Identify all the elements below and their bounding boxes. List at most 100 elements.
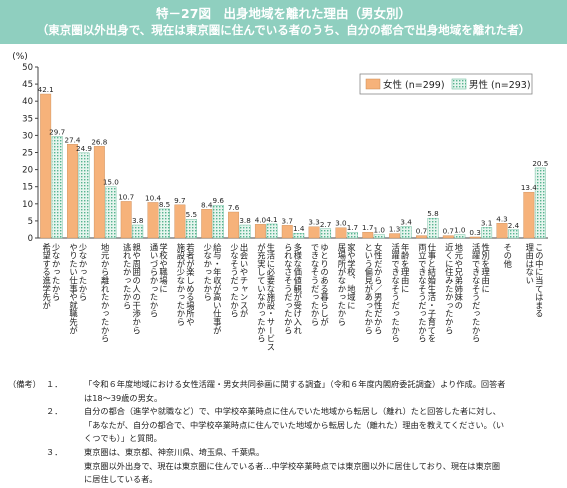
data-label-female: 1.3 [389, 225, 400, 234]
x-tick-label: 給与・年収が高い仕事が [212, 242, 222, 334]
bar-female [120, 201, 132, 239]
data-label-male: 9.6 [213, 196, 225, 205]
legend-label-female: 女性 (n=299) [383, 79, 445, 91]
bar-chart: (%) 0 5 10 15 20 25 30 35 40 45 50 女性 (n=299) 男性 (n=2… [12, 52, 548, 351]
note-1: （備考） １． 「令和６年度地域における女性活躍・男女共同参画に関する調査」（令… [8, 378, 560, 392]
note-number: ２． [46, 406, 63, 417]
data-label-female: 1.7 [362, 223, 373, 232]
x-tick-label: その他 [503, 243, 513, 269]
bar-female [416, 235, 427, 239]
x-tick-label: 生活に必要な施設・サービス [266, 242, 276, 351]
x-tick-label: 少なかったから [51, 243, 61, 301]
y-tick-label: 25 [22, 149, 33, 159]
bar-female [308, 226, 320, 239]
data-label-female: 3.7 [282, 216, 293, 225]
data-label-female: 4.3 [496, 214, 507, 223]
x-tick-label: 地元や兄弟姉妹の [454, 242, 464, 309]
data-label-male: 29.7 [49, 127, 65, 136]
note-number: ３． [46, 446, 63, 457]
bar-male [454, 234, 466, 239]
bar-male [400, 226, 412, 239]
bar-male [78, 152, 90, 239]
x-tick-label: 家や学校、地域に [346, 242, 356, 309]
note-text: は18～39歳の男女。 [84, 392, 163, 403]
bar-male [373, 234, 385, 239]
bar-female [228, 211, 240, 239]
data-label-female: 10.4 [145, 193, 161, 202]
bar-male [508, 229, 519, 239]
data-label-male: 1.0 [454, 226, 466, 235]
x-tick-label: 多様な価値観が受け入れ [293, 242, 303, 334]
data-label-male: 1.0 [374, 226, 386, 235]
bar-male [239, 224, 251, 239]
note-text: 東京圏は、東京都、神奈川県、埼玉県、千葉県。 [84, 446, 265, 457]
data-label-female: 0.3 [469, 228, 480, 237]
x-tick-label: やりたい仕事や就職先が [69, 243, 79, 334]
data-label-male: 2.4 [508, 221, 520, 230]
bar-female [67, 144, 78, 239]
data-label-female: 3.3 [308, 218, 319, 227]
bar-female [389, 233, 401, 239]
data-label-female: 7.6 [228, 203, 240, 212]
bar-female [469, 236, 481, 239]
data-label-male: 2.7 [320, 220, 331, 229]
note-2-continued: 「あなたが、自分の都合で、中学校卒業時点に住んでいた地域から転居した（離れた）理… [8, 419, 560, 433]
x-tick-label: 希望する進学先が [42, 242, 52, 309]
x-tick-label: という偏見があったから [364, 243, 374, 334]
bar-male [51, 136, 63, 239]
y-tick-label: 30 [22, 131, 33, 141]
note-number: １． [46, 379, 63, 389]
x-tick-label: 仕事と結婚生活・子育てを [427, 242, 437, 342]
bar-female [523, 191, 535, 239]
note-text: 自分の都合（進学や就職など）で、中学校卒業時点に住んでいた地域から転居し（離れ）… [84, 406, 501, 417]
x-tick-label: 若者が楽しめる場所や [185, 242, 195, 326]
x-tick-label: 居場所がなかったから [337, 243, 347, 326]
bar-female [93, 146, 105, 239]
y-tick-label: 10 [22, 200, 33, 210]
data-label-male: 24.9 [76, 144, 92, 153]
plot-area: (%) 0 5 10 15 20 25 30 35 40 45 50 女性 (n=299) 男性 (n=2… [12, 52, 548, 351]
y-tick-label: 5 [28, 217, 33, 227]
data-label-female: 9.7 [174, 196, 185, 205]
x-tick-label: 通いづらかったから [149, 242, 159, 317]
note-text: 「令和６年度地域における女性活躍・男女共同参画に関する調査」（令和６年度内閣府委… [84, 379, 506, 389]
y-tick-label: 40 [22, 97, 33, 107]
data-label-female: 3.0 [335, 219, 347, 228]
data-label-female: 4.0 [255, 215, 267, 224]
chart-title: 特－27図 出身地域を離れた理由（男女別） [156, 6, 411, 21]
note-3: ３． 東京圏は、東京都、神奈川県、埼玉県、千葉県。 [8, 446, 560, 460]
x-tick-label: 両立できなそうだったから [417, 243, 427, 343]
figure-header: 特－27図 出身地域を離れた理由（男女別） （東京圏以外出身で、現在は東京圏に住… [0, 0, 567, 44]
note-3-continued: に居住している者。 [8, 473, 560, 487]
data-label-male: 1.4 [293, 224, 305, 233]
note-2: ２． 自分の都合（進学や就職など）で、中学校卒業時点に住んでいた地域から転居し（… [8, 405, 560, 419]
y-tick-label: 20 [22, 166, 33, 176]
x-tick-label: 学校や職場に [159, 242, 169, 293]
bar-male [266, 223, 278, 239]
x-tick-label: 少なかったから [203, 243, 213, 301]
data-label-male: 3.4 [400, 217, 412, 226]
note-1-continued: は18～39歳の男女。 [8, 392, 560, 406]
bar-female [40, 93, 52, 239]
x-tick-label: 親や周囲の人の干渉から [132, 242, 142, 334]
x-tick-label: 女性だから／男性だから [373, 242, 383, 334]
x-tick-label: られなさそうだったから [283, 243, 293, 334]
chart-subtitle: （東京圏以外出身で、現在は東京圏に住んでいる者のうち、自分の都合で出身地域を離れ… [36, 23, 531, 37]
data-label-male: 20.5 [532, 159, 548, 168]
x-tick-label: 施設が少なかったから [176, 242, 186, 326]
bar-male [105, 186, 117, 239]
data-label-female: 10.7 [118, 192, 134, 201]
bar-male [534, 167, 546, 239]
bar-male [132, 224, 144, 239]
bar-female [147, 202, 159, 239]
x-tick-label: 活躍できなそうだったから [391, 242, 401, 342]
x-tick-label: 年齢を理由に [400, 242, 410, 293]
bar-male [320, 228, 332, 239]
data-label-female: 13.4 [521, 183, 537, 192]
data-label-female: 27.4 [65, 135, 81, 144]
bar-male [159, 208, 170, 239]
x-tick-label: が充実していなかったから [256, 242, 266, 342]
data-label-female: 0.7 [443, 227, 454, 236]
x-tick-label: 理由はない [525, 243, 535, 285]
x-tick-label: 出会いやチャンスが [239, 242, 249, 317]
